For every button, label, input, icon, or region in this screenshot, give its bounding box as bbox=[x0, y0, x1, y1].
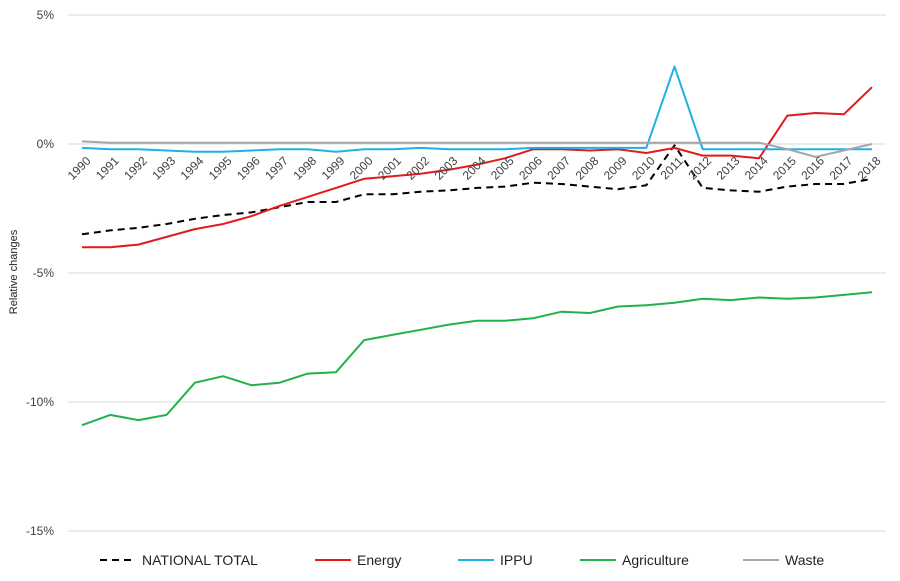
x-tick-label: 2017 bbox=[827, 154, 856, 183]
x-tick-label: 2004 bbox=[460, 154, 489, 183]
y-tick-label: 5% bbox=[37, 8, 55, 22]
x-tick-label: 1992 bbox=[121, 154, 150, 183]
gridlines bbox=[68, 14, 886, 532]
legend-label: Energy bbox=[357, 552, 401, 568]
x-tick-label: 1993 bbox=[149, 154, 178, 183]
x-tick-label: 2005 bbox=[488, 154, 517, 183]
series-line-energy bbox=[82, 86, 873, 249]
series-line-ippu bbox=[81, 65, 872, 153]
x-tick-label: 2008 bbox=[573, 154, 602, 183]
x-tick-label: 1995 bbox=[206, 154, 235, 183]
series-line-waste bbox=[81, 140, 873, 158]
series-line-national-total bbox=[81, 144, 873, 236]
x-tick-label: 1991 bbox=[93, 154, 122, 183]
legend-label: NATIONAL TOTAL bbox=[142, 552, 258, 568]
y-tick-label: -5% bbox=[33, 266, 55, 280]
x-tick-label: 1996 bbox=[234, 154, 263, 183]
legend-label: Agriculture bbox=[622, 552, 689, 568]
x-tick-label: 2010 bbox=[629, 154, 658, 183]
legend-label: Waste bbox=[785, 552, 824, 568]
x-tick-label: 1994 bbox=[178, 154, 207, 183]
x-tick-label: 2002 bbox=[403, 154, 432, 183]
x-tick-label: 2015 bbox=[770, 154, 799, 183]
y-axis-title: Relative changes bbox=[8, 229, 20, 314]
x-tick-label: 2011 bbox=[658, 154, 686, 182]
legend: NATIONAL TOTAL Energy IPPU Agriculture Waste bbox=[100, 552, 824, 568]
x-tick-label: 2018 bbox=[855, 154, 884, 183]
x-tick-label: 2009 bbox=[601, 154, 630, 183]
y-tick-label: -15% bbox=[26, 524, 54, 538]
x-tick-label: 2001 bbox=[375, 154, 404, 183]
x-tick-label: 1998 bbox=[290, 154, 319, 183]
x-tick-label: 1990 bbox=[65, 154, 94, 183]
x-tick-label: 2013 bbox=[714, 154, 743, 183]
y-tick-label: 0% bbox=[37, 137, 55, 151]
y-tick-label: -10% bbox=[26, 395, 54, 409]
x-tick-label: 2006 bbox=[516, 154, 545, 183]
x-tick-label: 1997 bbox=[262, 154, 291, 183]
x-axis-ticks: 1990 1991 1992 1993 1994 1995 1996 1997 1998 1999… bbox=[65, 154, 884, 183]
legend-label: IPPU bbox=[500, 552, 533, 568]
series-lines bbox=[81, 65, 873, 427]
x-tick-label: 2007 bbox=[544, 154, 573, 183]
y-axis-ticks: 5% 0% -5% -10% -15% bbox=[26, 8, 54, 538]
x-tick-label: 1999 bbox=[319, 154, 348, 183]
x-tick-label: 2012 bbox=[685, 154, 714, 183]
series-line-agriculture bbox=[81, 291, 873, 427]
x-tick-label: 2016 bbox=[798, 154, 827, 183]
